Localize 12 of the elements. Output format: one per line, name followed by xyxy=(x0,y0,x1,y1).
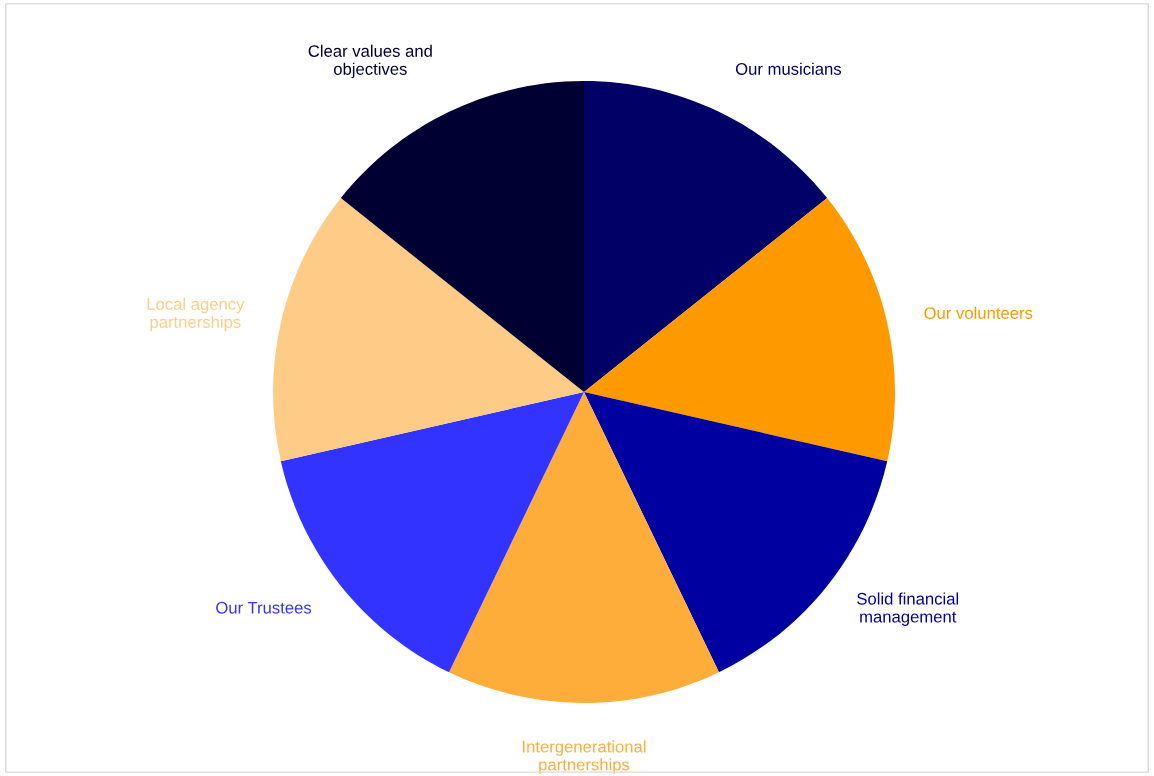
slice-label: Our Trustees xyxy=(216,601,312,614)
slice-label: Local agency partnerships xyxy=(147,297,245,332)
pie-slice xyxy=(273,198,584,462)
slice-label: Solid financial management xyxy=(857,592,959,626)
pie-slice xyxy=(449,392,719,703)
slice-label: Intergenerational partnerships xyxy=(523,740,646,774)
pie-slice xyxy=(584,81,828,392)
slice-label: Our musicians xyxy=(735,62,842,75)
slice-label: Our volunteers xyxy=(924,306,1033,319)
pie-slice xyxy=(584,198,895,462)
pie-slice xyxy=(340,81,584,392)
slice-label: Clear values and objectives xyxy=(308,44,432,79)
